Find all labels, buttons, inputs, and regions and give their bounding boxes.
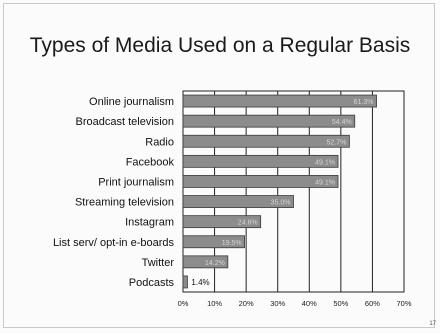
data-label: 24.6% bbox=[238, 220, 258, 227]
bar bbox=[182, 134, 350, 148]
bar bbox=[182, 175, 339, 188]
bar bbox=[182, 154, 339, 168]
category-label: Twitter bbox=[142, 257, 175, 269]
data-label: 35.0% bbox=[271, 200, 291, 207]
x-tick-label: 40% bbox=[302, 299, 317, 308]
data-label: 1.4% bbox=[191, 278, 209, 287]
x-tick-label: 30% bbox=[270, 299, 285, 308]
bar bbox=[182, 255, 229, 269]
data-label: 61.3% bbox=[354, 99, 374, 106]
bar bbox=[182, 195, 294, 208]
bar bbox=[182, 215, 262, 229]
category-label: Streaming television bbox=[75, 197, 174, 209]
data-label: 19.5% bbox=[222, 240, 242, 247]
category-label: List serv/ opt-in e-boards bbox=[53, 237, 175, 249]
category-label: Online journalism bbox=[89, 96, 174, 108]
data-label: 54.4% bbox=[332, 119, 352, 126]
x-tick-label: 70% bbox=[396, 299, 411, 308]
x-tick-label: 60% bbox=[365, 299, 380, 308]
category-label: Instagram bbox=[125, 217, 174, 229]
x-tick-label: 50% bbox=[333, 299, 348, 308]
x-tick-label: 0% bbox=[178, 299, 189, 308]
data-label: 49.1% bbox=[315, 159, 335, 166]
bar bbox=[182, 235, 245, 249]
bar bbox=[182, 275, 188, 289]
page-number: 17 bbox=[429, 321, 436, 327]
x-tick-label: 20% bbox=[239, 299, 254, 308]
data-label: 52.7% bbox=[327, 139, 347, 146]
x-tick-label: 10% bbox=[207, 299, 222, 308]
slide-title: Types of Media Used on a Regular Basis bbox=[29, 34, 411, 57]
data-label: 14.2% bbox=[205, 260, 225, 267]
slide-frame bbox=[3, 3, 435, 328]
category-label: Podcasts bbox=[129, 277, 175, 289]
category-label: Print journalism bbox=[98, 176, 174, 188]
category-label: Radio bbox=[145, 136, 174, 148]
data-label: 49.1% bbox=[315, 179, 335, 186]
bar bbox=[182, 94, 377, 108]
bar bbox=[182, 114, 356, 128]
category-label: Facebook bbox=[126, 156, 175, 168]
category-label: Broadcast television bbox=[76, 116, 174, 128]
